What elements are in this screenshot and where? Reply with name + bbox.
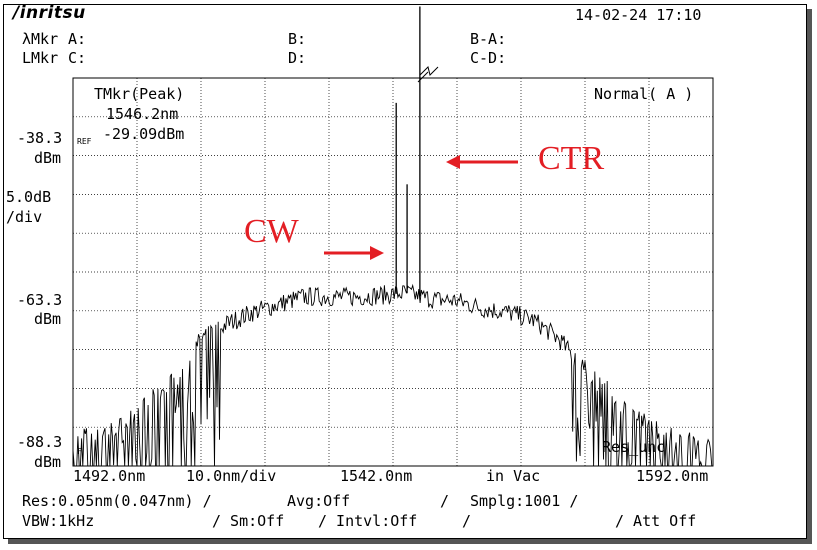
ctr-annotation: CTR [538, 140, 605, 177]
vbw-setting: VBW:1kHz [22, 512, 95, 530]
cw-arrow-head [370, 246, 384, 260]
smoothing-setting: / Sm:Off [212, 512, 285, 530]
footer-separator-1: / [440, 492, 450, 510]
marker-b-label: B: [288, 30, 307, 48]
marker-c-label: C: [68, 49, 87, 67]
display-mode: Normal( A ) [594, 85, 694, 103]
ref-tag: REF [77, 137, 92, 146]
bottom-level-unit: dBm [34, 453, 62, 471]
plot-overlay [324, 66, 518, 260]
x-stop-label: 1592.0nm [636, 467, 709, 485]
interval-setting: / Intvl:Off [318, 512, 418, 530]
attenuator-setting: / Att Off [615, 512, 697, 530]
medium-label: in Vac [486, 467, 541, 485]
bottom-level-value: -88.3 [17, 433, 63, 451]
averaging-setting: Avg:Off [287, 492, 351, 510]
footer-separator-2: / [462, 512, 472, 530]
scale-per-div-value: 5.0dB [6, 188, 52, 206]
marker-a-label: A: [68, 30, 87, 48]
trace-marker-level: -29.09dBm [103, 125, 185, 143]
ref-level-unit: dBm [34, 149, 62, 167]
scale-per-div-unit: /div [6, 208, 43, 226]
level-marker-label: LMkr [22, 49, 59, 67]
resolution-setting: Res:0.05nm(0.047nm) / [22, 492, 212, 510]
marker-d-label: D: [288, 49, 307, 67]
marker-ba-label: B-A: [470, 30, 507, 48]
marker-icon [417, 66, 439, 83]
plot-grid [72, 77, 714, 467]
cw-annotation: CW [244, 213, 299, 250]
trace-marker-mode: TMkr(Peak) [94, 85, 185, 103]
trace-marker-wavelength: 1546.2nm [106, 105, 179, 123]
noise-floor-trace [72, 283, 713, 467]
marker-cd-label: C-D: [470, 49, 507, 67]
wavelength-marker-label: λMkr [22, 30, 59, 48]
spectrum-trace [72, 6, 713, 467]
mid-level-value: -63.3 [17, 291, 63, 309]
x-div-label: 10.0nm/div [186, 467, 277, 485]
datetime: 14-02-24 17:10 [575, 6, 702, 24]
ctr-arrow-head [446, 155, 460, 169]
x-start-label: 1492.0nm [73, 467, 146, 485]
sampling-setting: Smplg:1001 / [470, 492, 579, 510]
resolution-uncal-label: Res_unc [602, 438, 666, 456]
brand-logo: /inritsu [13, 3, 86, 23]
mid-level-unit: dBm [34, 310, 62, 328]
plot-corner-tag: F [77, 447, 82, 456]
ref-level-value: -38.3 [17, 129, 63, 147]
x-center-label: 1542.0nm [340, 467, 413, 485]
